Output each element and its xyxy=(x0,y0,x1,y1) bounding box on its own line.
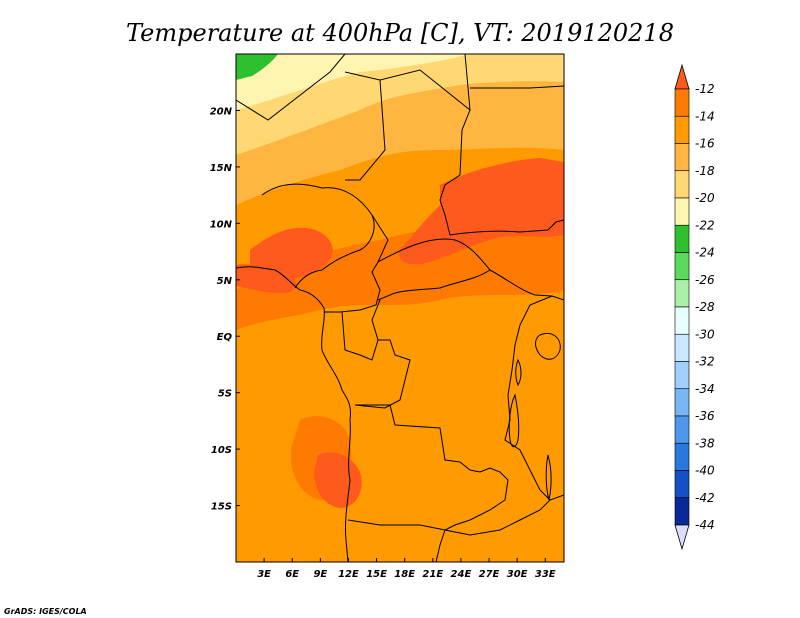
colorbar-label: -34 xyxy=(695,382,715,396)
colorbar-segment xyxy=(674,388,690,417)
lat-tick-label: 5S xyxy=(218,389,232,400)
colorbar-label: -14 xyxy=(695,109,715,123)
border-cameroon xyxy=(324,214,389,313)
field-band-minus22 xyxy=(236,54,470,110)
border-north-4 xyxy=(439,109,471,236)
map-title: Temperature at 400hPa [C], VT: 201912021… xyxy=(126,19,674,47)
colorbar-segment xyxy=(674,170,690,199)
colorbar-segment xyxy=(674,115,690,144)
colorbar-bottom-arrow xyxy=(674,524,690,551)
map-frame xyxy=(235,53,565,563)
lon-tick-label: 18E xyxy=(394,569,415,580)
colorbar-top-arrow xyxy=(674,63,690,90)
border-namibia xyxy=(347,519,446,531)
colorbar-label: -12 xyxy=(695,82,715,96)
colorbar-label: -26 xyxy=(695,273,715,287)
lake-kivu xyxy=(515,358,522,387)
lon-tick-label: 27E xyxy=(479,569,500,580)
colorbar-segment xyxy=(674,252,690,281)
border-angola xyxy=(355,404,509,562)
colorbar-segment xyxy=(674,497,690,526)
colorbar-label: -28 xyxy=(695,300,715,314)
colorbar-segment xyxy=(674,279,690,308)
field-patch-minus24 xyxy=(236,54,278,80)
lat-tick-label: 10N xyxy=(210,219,233,230)
lon-tick-label: 12E xyxy=(338,569,359,580)
colorbar-label: -38 xyxy=(695,436,715,450)
colorbar-label: -30 xyxy=(695,327,715,341)
border-drc-east xyxy=(504,295,553,501)
colorbar-segment xyxy=(674,88,690,117)
lake-malawi xyxy=(545,454,552,501)
lake-tanganyika xyxy=(508,393,520,448)
temperature-map xyxy=(236,54,564,562)
lon-tick-label: 24E xyxy=(451,569,472,580)
lat-tick-label: 10S xyxy=(211,445,232,456)
colorbar-label: -44 xyxy=(695,518,715,532)
lat-tick-label: 5N xyxy=(217,276,233,287)
field-patch-minus12-d xyxy=(236,264,297,294)
lat-tick-label: EQ xyxy=(217,332,233,343)
colorbar-label: -36 xyxy=(695,409,715,423)
border-north-2 xyxy=(344,71,386,181)
lat-tick-label: 20N xyxy=(210,106,233,117)
lat-tick-label: 15S xyxy=(211,502,232,513)
lon-axis: 3E 6E 9E 12E 15E 18E 21E 24E 27E 30E 33E xyxy=(257,558,556,580)
colorbar-label: -18 xyxy=(695,164,715,178)
colorbar-label: -16 xyxy=(695,137,715,151)
field-patch-minus12-a xyxy=(399,158,564,265)
border-north-1 xyxy=(236,54,346,121)
colorbar-segment xyxy=(674,333,690,362)
field-patch-minus12-c xyxy=(314,452,362,508)
colorbar-segment xyxy=(674,361,690,390)
colorbar-label: -32 xyxy=(695,355,715,369)
border-sudan xyxy=(449,219,564,236)
border-zambia xyxy=(444,494,564,536)
colorbar-segment xyxy=(674,197,690,226)
colorbar-label: -40 xyxy=(695,464,715,478)
border-car xyxy=(377,238,491,301)
colorbar-label: -42 xyxy=(695,491,715,505)
colorbar-label: -24 xyxy=(695,246,715,260)
colorbar-segment xyxy=(674,470,690,499)
lat-axis: 20N 15N 10N 5N EQ 5S 10S 15S xyxy=(210,106,240,513)
colorbar: -12 -14 -16 -18 -20 -22 -24 -26 -28 -30 -32 -34 -36 -… xyxy=(674,63,715,551)
field-patch-minus12-b xyxy=(250,227,333,279)
coastline xyxy=(236,266,351,562)
colorbar-label: -20 xyxy=(695,191,715,205)
colorbar-segment xyxy=(674,442,690,471)
colorbar-segment xyxy=(674,224,690,253)
lat-tick-label: 15N xyxy=(210,163,233,174)
border-ss xyxy=(489,269,564,301)
grads-credit: GrADS: IGES/COLA xyxy=(4,607,87,616)
lon-tick-label: 15E xyxy=(366,569,387,580)
colorbar-segment xyxy=(674,143,690,172)
lon-tick-label: 9E xyxy=(313,569,327,580)
colorbar-segment xyxy=(674,415,690,444)
lon-tick-label: 3E xyxy=(257,569,271,580)
border-nigeria xyxy=(261,183,375,289)
lon-tick-label: 33E xyxy=(535,569,556,580)
lake-victoria xyxy=(535,333,561,360)
lon-tick-label: 30E xyxy=(507,569,528,580)
lon-tick-label: 21E xyxy=(422,569,443,580)
lon-tick-label: 6E xyxy=(285,569,299,580)
border-north-3 xyxy=(379,54,471,112)
border-congo-2 xyxy=(354,339,411,409)
border-north-5 xyxy=(470,85,564,89)
border-congo-1 xyxy=(341,299,381,361)
coastlines-and-borders xyxy=(236,54,564,562)
colorbar-label: -22 xyxy=(695,218,715,232)
colorbar-segment xyxy=(674,306,690,335)
